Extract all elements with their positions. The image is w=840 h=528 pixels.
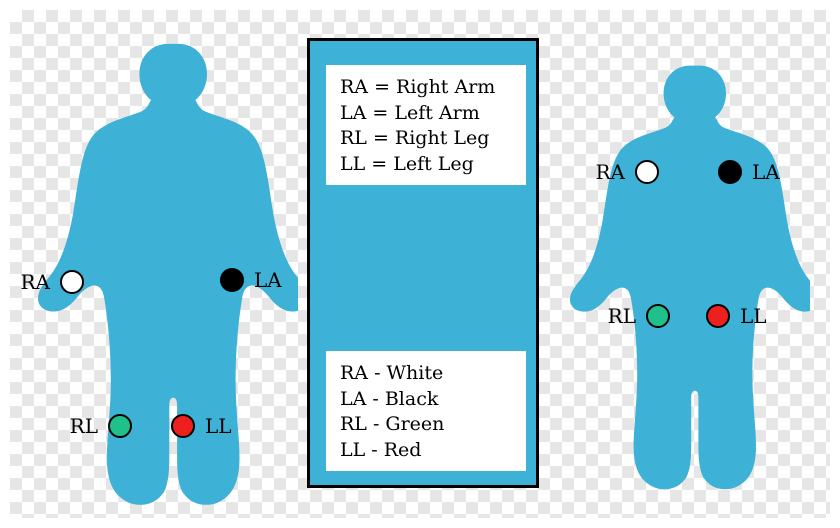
electrode-ll-right [706,304,730,328]
color-key-line: RA - White [340,361,512,387]
electrode-label-rl-right: RL [608,304,636,328]
electrode-ra-right [635,160,659,184]
color-key-line: LA - Black [340,387,512,413]
electrode-label-la-right: LA [752,160,780,184]
human-silhouette-right [570,62,810,494]
electrode-rl-left [108,414,132,438]
electrode-ra-left [60,270,84,294]
electrode-label-ra-right: RA [595,160,625,184]
electrode-rl-right [646,304,670,328]
electrode-label-ll-left: LL [205,414,232,438]
electrode-la-right [718,160,742,184]
electrode-ll-left [171,414,195,438]
legend-panel: RA = Right Arm LA = Left Arm RL = Right … [307,38,539,488]
abbreviation-box: RA = Right Arm LA = Left Arm RL = Right … [326,65,526,185]
abbrev-line: RL = Right Leg [340,126,512,152]
electrode-la-left [220,268,244,292]
color-key-line: LL - Red [340,438,512,464]
abbrev-line: LA = Left Arm [340,101,512,127]
abbrev-line: LL = Left Leg [340,152,512,178]
color-key-box: RA - White LA - Black RL - Green LL - Re… [326,351,526,471]
electrode-label-ra-left: RA [20,270,50,294]
color-key-line: RL - Green [340,412,512,438]
abbrev-line: RA = Right Arm [340,75,512,101]
electrode-label-la-left: LA [254,268,282,292]
electrode-label-ll-right: LL [740,304,767,328]
electrode-label-rl-left: RL [70,414,98,438]
